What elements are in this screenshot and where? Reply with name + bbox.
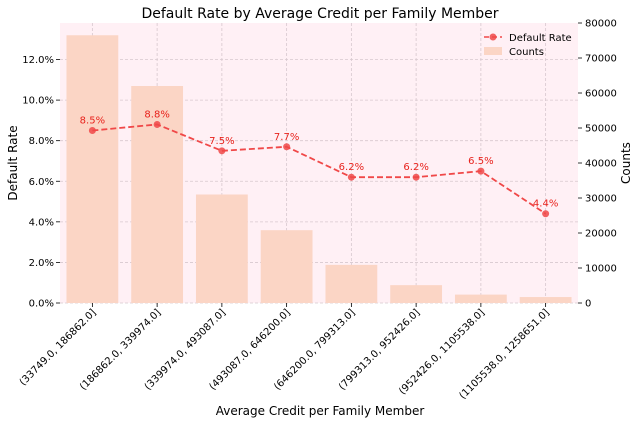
bar-count: [454, 294, 507, 303]
point-default-rate: [347, 173, 355, 181]
y-left-tick-label: 6.0%: [29, 177, 54, 188]
chart-title: Default Rate by Average Credit per Famil…: [141, 6, 498, 22]
y-left-axis-title: Default Rate: [6, 125, 20, 200]
y-right-tick-label: 10000: [585, 264, 617, 275]
legend-label-default-rate: Default Rate: [509, 33, 572, 44]
data-labels: 8.5% 8.8% 7.5% 7.7% 6.2% 6.2% 6.5% 4.4%: [80, 109, 559, 209]
point-default-rate: [153, 120, 161, 128]
y-left-tick-label: 10.0%: [22, 96, 54, 107]
point-default-rate: [88, 127, 96, 135]
bar-count: [195, 194, 248, 303]
point-default-rate: [218, 147, 226, 155]
data-label: 6.2%: [339, 162, 364, 173]
data-label: 7.7%: [274, 132, 299, 143]
point-default-rate: [542, 210, 550, 218]
y-right-axis-title: Counts: [619, 142, 633, 184]
bar-count: [390, 285, 443, 303]
bar-count: [260, 230, 313, 303]
bar-count: [66, 35, 119, 303]
point-default-rate: [412, 173, 420, 181]
bar-count: [325, 264, 378, 303]
legend-bar-swatch: [484, 47, 502, 55]
point-default-rate: [283, 143, 291, 151]
data-label: 8.5%: [80, 116, 105, 127]
y-left-tick-label: 0.0%: [29, 299, 54, 310]
bar-count: [519, 297, 572, 303]
legend-label-counts: Counts: [509, 47, 544, 58]
y-left-tick-label: 12.0%: [22, 55, 54, 66]
legend-line-marker: [489, 33, 497, 41]
y-right-tick-label: 70000: [585, 54, 617, 65]
y-right-tick-label: 40000: [585, 159, 617, 170]
default-rate-line: [88, 120, 550, 218]
x-tick-labels: (33749.0, 186862.0](186862.0, 339974.0](…: [18, 303, 552, 402]
data-label: 6.5%: [468, 156, 493, 167]
y-left-tick-labels: 0.0% 2.0% 4.0% 6.0% 8.0% 10.0% 12.0%: [22, 55, 60, 310]
y-right-tick-labels: 0 10000 20000 30000 40000 50000 60000 70000 8000…: [578, 19, 617, 310]
count-bars: [66, 35, 572, 303]
x-axis-title: Average Credit per Family Member: [216, 404, 425, 418]
y-right-tick-label: 20000: [585, 229, 617, 240]
y-right-tick-label: 50000: [585, 124, 617, 135]
y-left-tick-label: 4.0%: [29, 217, 54, 228]
y-right-tick-label: 0: [585, 299, 591, 310]
y-right-tick-label: 60000: [585, 89, 617, 100]
data-label: 7.5%: [209, 136, 234, 147]
y-right-tick-label: 30000: [585, 194, 617, 205]
data-label: 6.2%: [403, 162, 428, 173]
data-label: 4.4%: [533, 199, 558, 210]
y-right-tick-label: 80000: [585, 19, 617, 30]
y-left-tick-label: 8.0%: [29, 136, 54, 147]
y-left-tick-label: 2.0%: [29, 258, 54, 269]
point-default-rate: [477, 167, 485, 175]
data-label: 8.8%: [144, 109, 169, 120]
legend: Default Rate Counts: [484, 33, 572, 58]
line-default-rate: [92, 123, 547, 215]
